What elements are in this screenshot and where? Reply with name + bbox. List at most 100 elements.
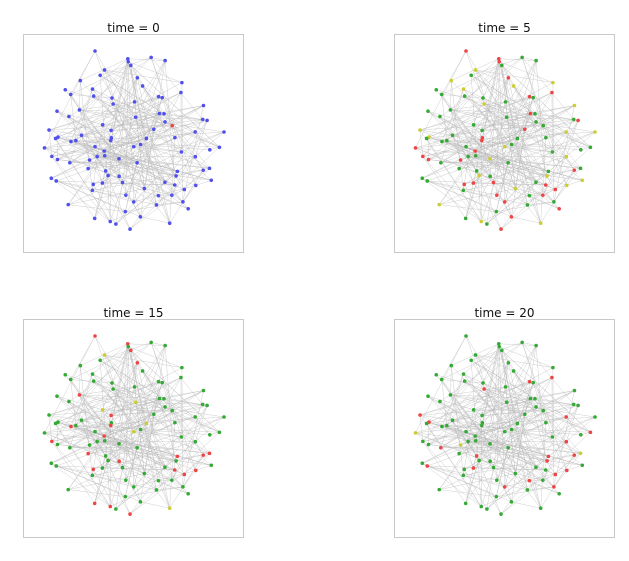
network-edge (530, 398, 591, 433)
network-edge (111, 97, 134, 147)
network-edge (156, 201, 183, 206)
network-node (208, 148, 212, 152)
network-node (502, 485, 507, 489)
network-node (87, 443, 92, 447)
panel-time-5: time = 5 (394, 20, 615, 253)
network-edge (441, 88, 464, 142)
network-node (500, 63, 504, 68)
network-edge (195, 120, 208, 157)
network-node (217, 145, 222, 150)
network-edge (498, 343, 537, 346)
network-edge (506, 345, 537, 403)
network-node (50, 154, 54, 159)
network-edge (515, 129, 526, 189)
network-node (93, 49, 97, 53)
network-edge (195, 441, 204, 456)
network-edge (68, 116, 111, 141)
network-edge (70, 103, 114, 142)
network-node (173, 420, 177, 425)
network-node (424, 136, 429, 141)
network-edge (475, 354, 553, 368)
network-edge (471, 57, 523, 76)
network-edge (92, 373, 173, 411)
network-node (564, 415, 569, 419)
network-edge (475, 343, 500, 441)
network-node (91, 182, 96, 187)
network-edge (511, 144, 581, 151)
network-node (426, 442, 431, 447)
network-edge (93, 380, 196, 442)
network-edge (515, 473, 543, 481)
network-frame (394, 319, 615, 538)
network-edge (452, 135, 461, 161)
network-node (68, 160, 72, 165)
network-node (572, 103, 577, 108)
network-node (179, 435, 184, 439)
network-node (525, 203, 530, 207)
network-edge (501, 65, 591, 148)
network-edge (507, 410, 544, 448)
network-edge (128, 61, 182, 83)
network-edge (463, 373, 544, 411)
network-edge (482, 97, 505, 147)
network-node (170, 408, 175, 413)
network-edge (125, 346, 129, 481)
network-edge (552, 82, 555, 202)
network-node (541, 478, 545, 482)
network-node (580, 178, 585, 183)
network-edge (440, 137, 483, 164)
network-edge (102, 124, 173, 126)
network-edge (527, 486, 554, 491)
network-node (527, 478, 532, 483)
network-edge (99, 75, 166, 183)
network-edge (56, 110, 159, 196)
network-edge (133, 97, 163, 202)
network-edge (524, 113, 531, 130)
network-edge (104, 354, 182, 368)
network-node (541, 123, 546, 128)
network-node (95, 154, 99, 159)
network-edge (151, 57, 166, 61)
network-node (149, 340, 153, 345)
network-edge (70, 94, 112, 99)
network-edge (94, 362, 138, 432)
network-edge (75, 140, 220, 148)
network-edge (153, 113, 160, 130)
network-edge (105, 455, 157, 491)
network-edge (140, 144, 210, 169)
network-edge (102, 124, 112, 138)
network-edge (150, 342, 182, 438)
network-node (533, 396, 537, 401)
network-edge (94, 431, 131, 515)
network-edge (104, 58, 129, 156)
network-edge (48, 97, 163, 131)
network-edge (422, 131, 567, 157)
network-node (413, 146, 418, 150)
network-edge (164, 120, 208, 183)
network-edge (44, 113, 165, 149)
network-node (194, 468, 198, 473)
network-edge (142, 370, 166, 408)
network-edge (129, 432, 220, 515)
network-edge (56, 395, 159, 481)
network-edge (515, 188, 543, 196)
network-edge (122, 467, 189, 495)
network-edge (105, 170, 157, 206)
network-edge (415, 147, 429, 160)
network-edge (56, 395, 120, 462)
network-edge (68, 188, 145, 205)
network-node (173, 135, 177, 140)
network-node (588, 145, 593, 150)
network-edge (427, 416, 567, 467)
network-node (110, 96, 114, 100)
network-node (546, 454, 551, 459)
network-edge (535, 120, 579, 183)
network-edge (110, 129, 154, 141)
network-edge (51, 463, 111, 507)
network-edge (140, 429, 210, 436)
network-edge (144, 188, 172, 196)
network-edge (500, 467, 537, 515)
network-edge (464, 469, 488, 510)
network-node (55, 109, 59, 113)
network-edge (142, 85, 166, 123)
